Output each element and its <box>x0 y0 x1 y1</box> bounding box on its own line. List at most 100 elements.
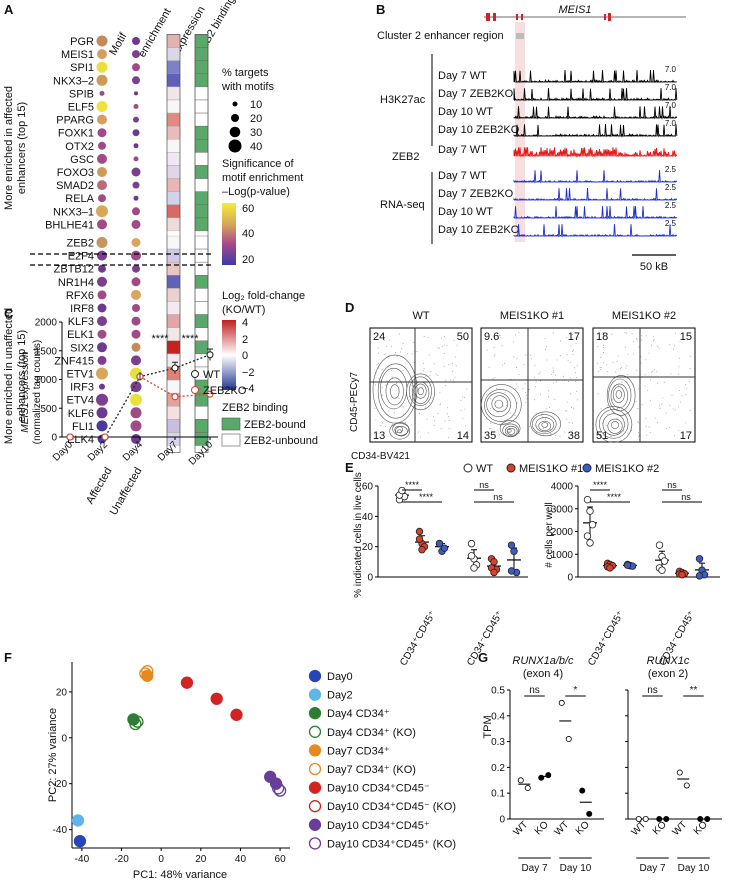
f-ytick-label: -20 <box>53 779 68 790</box>
d-contour <box>506 428 512 433</box>
zeb2-cell <box>194 314 209 328</box>
size-legend-20: 20 <box>250 113 262 125</box>
d-event <box>386 380 388 382</box>
d-event <box>462 418 464 420</box>
d-event <box>432 416 434 418</box>
d-event <box>493 431 495 433</box>
d-event <box>616 361 618 363</box>
d-event <box>389 339 391 341</box>
d-event <box>627 373 629 375</box>
f-legend-label: Day10 CD34⁺CD45⁻ (KO) <box>327 801 456 813</box>
d-contour <box>380 367 408 410</box>
g-xlabel: WT <box>512 819 531 838</box>
d-event <box>641 335 643 337</box>
d-event <box>567 360 569 362</box>
d-event <box>516 383 518 385</box>
d-event <box>658 347 660 349</box>
gene-label: PGR <box>70 36 94 48</box>
unaffected-dot <box>133 104 139 109</box>
d-event <box>546 346 548 348</box>
f-legend-label: Day0 <box>327 671 353 683</box>
d-event <box>490 407 492 409</box>
d-event <box>626 332 628 334</box>
d-event <box>566 401 568 403</box>
d-event <box>600 367 602 369</box>
d-event <box>439 392 441 394</box>
d-event <box>513 341 515 343</box>
unaffected-dot <box>132 50 140 59</box>
d-quad-lr: 14 <box>457 430 469 442</box>
d-event <box>398 397 400 399</box>
d-event <box>636 369 638 371</box>
d-event <box>390 424 392 426</box>
c-legend-ko: ZEB2KO <box>203 385 247 397</box>
f-legend-label: Day10 CD34⁺CD45⁻ <box>327 783 430 795</box>
d-event <box>518 432 520 434</box>
d-event <box>515 366 517 368</box>
affected-dot <box>97 219 107 230</box>
track-scale: 2.5 <box>665 165 677 174</box>
expression-cell <box>166 112 181 127</box>
c-ylabel-1: MEIS1 expression <box>20 351 31 433</box>
d-event <box>391 370 393 372</box>
gene-label: KLF3 <box>68 316 94 328</box>
zeb2-column-frame <box>194 34 209 453</box>
affected-dot <box>97 167 107 177</box>
d-event <box>599 368 601 370</box>
d-event <box>597 393 599 395</box>
d-event <box>374 384 376 386</box>
f-plot: -40 -20 0 20 40 60 -40 -20 0 20 <box>53 662 290 865</box>
d-contour <box>372 354 418 424</box>
d-event <box>427 336 429 338</box>
d-event <box>454 356 456 358</box>
e-legend-ko1-marker <box>506 463 516 473</box>
d-event <box>544 349 546 351</box>
track-scale: 7.0 <box>665 101 677 110</box>
track-signal <box>513 147 678 158</box>
d-event <box>378 362 380 364</box>
d-contour <box>595 406 633 443</box>
d-event <box>554 435 556 437</box>
d-event <box>615 371 617 373</box>
gene-label: FOXO3 <box>57 167 94 179</box>
d-event <box>602 347 604 349</box>
d-event <box>463 433 465 435</box>
track-scale: 2.5 <box>665 219 677 228</box>
e-ytick-label: 0 <box>567 573 573 584</box>
expression-cell <box>166 262 181 276</box>
d-event <box>659 407 661 409</box>
e-sig: ns <box>479 480 489 490</box>
d-event <box>538 373 540 375</box>
e-ytick-label: 60 <box>362 482 374 493</box>
f-ytick-label: 0 <box>61 733 67 744</box>
gene-label: ZEB2 <box>66 238 94 250</box>
d-event <box>533 399 535 401</box>
d-event <box>437 413 439 415</box>
zeb2-bound-label: ZEB2-bound <box>244 419 306 431</box>
g-point <box>656 816 663 823</box>
d-event <box>674 409 676 411</box>
g-point <box>517 777 524 784</box>
d-event <box>571 422 573 424</box>
unaffected-dot <box>130 393 142 406</box>
d-contour <box>408 376 432 406</box>
exon <box>493 13 496 21</box>
d-event <box>464 425 466 427</box>
d-event <box>603 362 605 364</box>
gene-label: ZNF415 <box>54 355 94 367</box>
d-event <box>607 404 609 406</box>
gene-label: ELK1 <box>67 329 94 341</box>
d-event <box>523 364 525 366</box>
gene-label: IRF8 <box>70 303 94 315</box>
e-legend-ko2: MEIS1KO #2 <box>595 463 659 475</box>
unaffected-dot <box>131 219 141 229</box>
track-scale: 7.0 <box>665 65 677 74</box>
d-event <box>565 410 567 412</box>
expression-cell <box>166 217 181 232</box>
d-event <box>574 372 576 374</box>
e-point <box>467 552 476 560</box>
d-event <box>546 359 548 361</box>
d-event <box>446 413 448 415</box>
gene-label: PPARG <box>56 115 94 127</box>
d-event <box>454 376 456 378</box>
